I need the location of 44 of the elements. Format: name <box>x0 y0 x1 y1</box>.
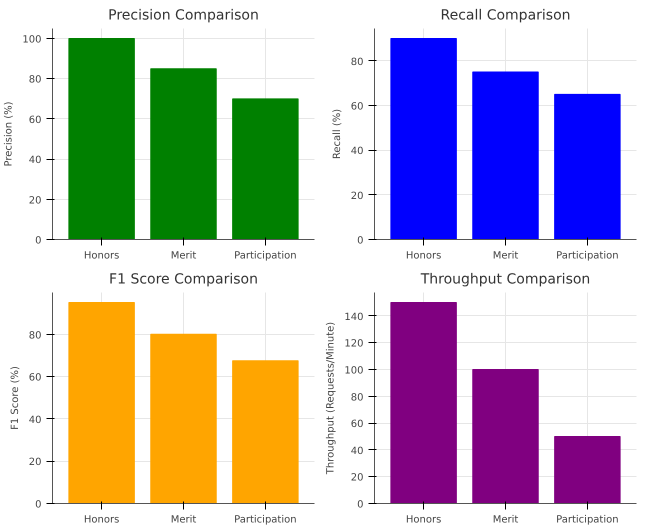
y-tick-label: 80 <box>28 74 42 86</box>
y-axis-title: Recall (%) <box>332 108 343 160</box>
x-tick-label: Participation <box>234 250 297 262</box>
x-tick-label: Merit <box>170 250 196 262</box>
x-tick-label: Honors <box>84 250 120 262</box>
chart-title: Recall Comparison <box>440 8 571 24</box>
y-tick-label: 80 <box>28 330 42 342</box>
y-tick-label: 120 <box>344 338 364 350</box>
x-tick-label: Participation <box>556 514 619 526</box>
x-tick-label: Honors <box>84 514 120 526</box>
y-axis-title: Throughput (Requests/Minute) <box>325 322 336 476</box>
y-tick-label: 0 <box>35 236 42 246</box>
chart-title: F1 Score Comparison <box>109 272 258 288</box>
y-tick-label: 100 <box>344 366 364 377</box>
y-tick-label: 60 <box>350 102 364 113</box>
y-tick-label: 20 <box>350 190 364 202</box>
chart-title: Throughput Comparison <box>420 272 590 288</box>
y-tick-label: 60 <box>28 114 42 126</box>
y-tick-label: 0 <box>357 500 364 510</box>
y-tick-label: 60 <box>28 372 42 384</box>
y-tick-label: 140 <box>344 312 364 323</box>
chart-title: Precision Comparison <box>108 8 259 24</box>
y-tick-label: 20 <box>28 457 42 468</box>
y-tick-label: 20 <box>28 195 42 206</box>
x-tick-label: Honors <box>406 514 442 526</box>
y-tick-label: 20 <box>350 472 364 484</box>
y-axis-title: Precision (%) <box>3 101 14 167</box>
x-tick-label: Participation <box>234 514 297 526</box>
x-tick-label: Merit <box>492 514 518 526</box>
x-tick-label: Participation <box>556 250 619 262</box>
y-tick-label: 100 <box>22 34 42 46</box>
x-tick-label: Merit <box>170 514 196 526</box>
x-tick-label: Honors <box>406 250 442 262</box>
y-tick-label: 0 <box>35 500 42 510</box>
y-tick-label: 40 <box>28 414 42 426</box>
y-tick-label: 40 <box>28 155 42 166</box>
y-axis-title: F1 Score (%) <box>10 366 21 430</box>
y-tick-label: 0 <box>357 236 364 246</box>
x-tick-label: Merit <box>492 250 518 262</box>
y-tick-label: 80 <box>350 392 364 404</box>
y-tick-label: 40 <box>350 146 364 158</box>
y-tick-label: 60 <box>350 419 364 430</box>
y-tick-label: 80 <box>350 56 364 68</box>
y-tick-label: 40 <box>350 446 364 457</box>
